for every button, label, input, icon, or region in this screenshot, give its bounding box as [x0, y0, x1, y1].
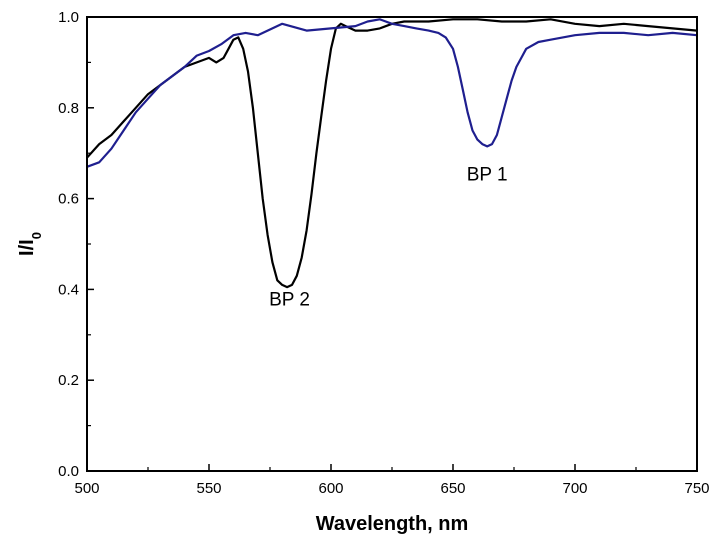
x-axis: 500 550 600 650 700 750: [74, 464, 710, 497]
x-tick-label: 750: [684, 480, 709, 497]
x-tick-label: 600: [318, 480, 343, 497]
plot-lines: [86, 18, 698, 289]
y-axis-title-main: I/I: [16, 239, 38, 256]
x-tick-label: 550: [196, 480, 221, 497]
y-tick-label: 0.8: [58, 100, 79, 117]
y-tick-label: 0.4: [58, 281, 79, 298]
x-tick-label: 700: [562, 480, 587, 497]
y-tick-label: 0.6: [58, 191, 79, 208]
y-tick-label: 0.0: [58, 463, 79, 480]
series-line-1: [86, 18, 698, 289]
y-axis: 0.0 0.2 0.4 0.6 0.8 1.0: [58, 9, 94, 480]
y-axis-title-subscript: 0: [29, 232, 44, 239]
x-tick-label: 650: [440, 480, 465, 497]
x-axis-title: Wavelength, nm: [316, 513, 469, 535]
plot-frame: [86, 16, 698, 472]
series-line-2: [86, 18, 698, 168]
y-tick-label: 1.0: [58, 9, 79, 26]
x-tick-label: 500: [74, 480, 99, 497]
annotation-label: BP 1: [467, 164, 508, 185]
y-tick-label: 0.2: [58, 372, 79, 389]
annotation-label: BP 2: [269, 289, 310, 310]
annotations: BP 2 BP 1: [269, 164, 507, 310]
y-axis-title: I/I0: [16, 232, 44, 256]
